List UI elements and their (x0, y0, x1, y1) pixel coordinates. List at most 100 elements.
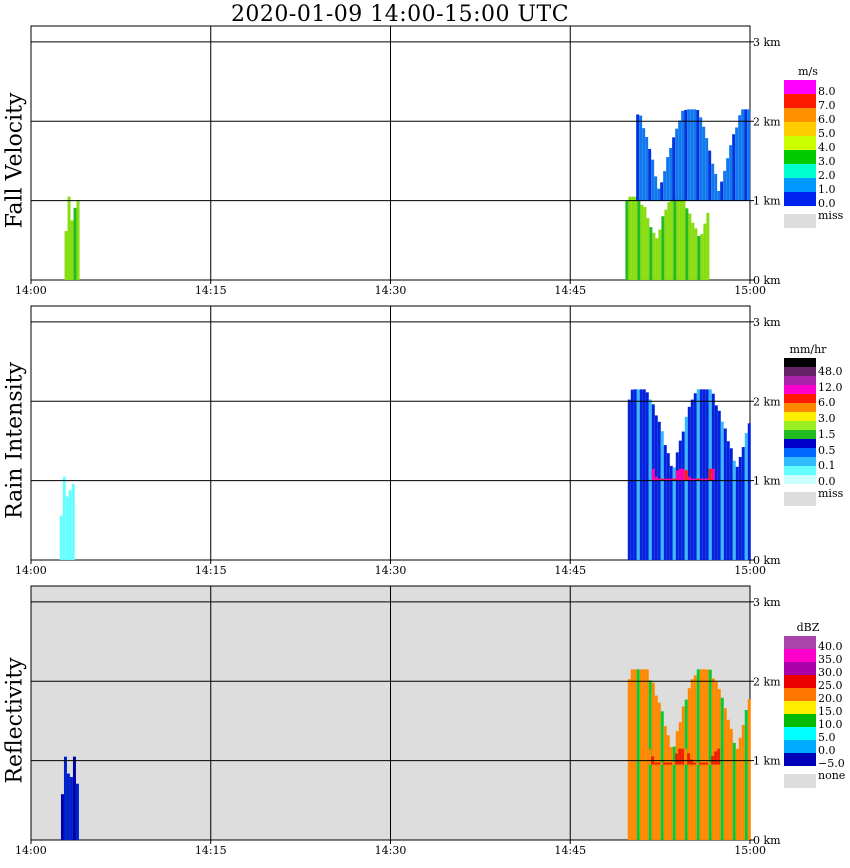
legend-level-label: 5.0 (818, 731, 836, 744)
echo-cell (693, 675, 697, 840)
echo-cell (726, 158, 730, 201)
echo-cell (696, 110, 700, 201)
echo-cell (676, 196, 680, 280)
echo-cell (666, 762, 670, 765)
echo-cell (720, 697, 724, 840)
legend-swatch (784, 675, 816, 688)
echo-cell (669, 465, 673, 560)
echo-cell (696, 762, 700, 765)
echo-cell (65, 496, 69, 560)
legend-level-label: 0.1 (818, 459, 836, 473)
echo-cell (654, 415, 658, 560)
echo-cell (696, 478, 700, 481)
y-tick-label: 3 km (753, 596, 781, 609)
echo-cell (663, 445, 667, 560)
echo-cell (645, 137, 649, 201)
echo-cell (678, 748, 682, 765)
y-tick-label: 1 km (753, 475, 781, 488)
echo-cell (675, 128, 679, 201)
echo-cell (681, 431, 685, 560)
legend-swatch (784, 80, 816, 94)
echo-cell (747, 699, 751, 840)
echo-cell (738, 456, 742, 560)
echo-cell (639, 669, 643, 840)
legend-level-label: 0.0 (818, 744, 836, 757)
legend-missing-swatch (784, 214, 816, 228)
legend-missing-label: miss (818, 209, 844, 222)
echo-cell (63, 756, 67, 840)
echo-cell (702, 669, 706, 840)
echo-cell (642, 669, 646, 840)
echo-cell (708, 762, 712, 765)
legend-level-label: 25.0 (818, 679, 843, 692)
echo-cell (73, 207, 77, 280)
legend-unit: dBZ (796, 621, 820, 634)
legend-swatch (784, 412, 816, 421)
echo-cell (675, 470, 679, 481)
echo-cell (654, 695, 658, 840)
echo-cell (669, 762, 673, 765)
echo-cell (660, 431, 664, 560)
x-tick-label: 14:00 (15, 564, 47, 577)
echo-cell (693, 109, 697, 201)
legend-swatch (784, 122, 816, 136)
x-tick-label: 14:15 (195, 284, 227, 297)
y-tick-label: 1 km (753, 755, 781, 768)
echo-cell (747, 423, 751, 560)
y-tick-label: 2 km (753, 115, 781, 128)
echo-cell (660, 711, 664, 840)
echo-cell (697, 236, 701, 280)
y-tick-label: 2 km (753, 395, 781, 408)
echo-cell (711, 468, 715, 481)
echo-cell (669, 478, 673, 481)
legend-unit: mm/hr (789, 343, 827, 356)
echo-cell (678, 120, 682, 201)
echo-cell (660, 478, 664, 481)
echo-cell (70, 220, 74, 280)
legend-level-label: 1.5 (818, 427, 836, 441)
echo-cell (687, 406, 691, 560)
echo-cell (682, 200, 686, 280)
echo-cell (663, 762, 667, 765)
legend-swatch (784, 394, 816, 403)
echo-cell (640, 204, 644, 280)
legend-swatch (784, 439, 816, 448)
echo-cell (666, 735, 670, 840)
x-tick-label: 14:45 (554, 284, 586, 297)
x-tick-label: 15:00 (734, 844, 766, 857)
echo-cell (694, 228, 698, 280)
echo-cell (658, 229, 662, 280)
echo-cell (636, 389, 640, 560)
x-tick-label: 14:00 (15, 284, 47, 297)
echo-cell (690, 478, 694, 481)
x-tick-label: 14:45 (554, 844, 586, 857)
echo-cell (672, 478, 676, 481)
legend-level-label: 5.0 (818, 127, 836, 140)
y-tick-label: 1 km (753, 195, 781, 208)
y-tick-label: 0 km (753, 554, 781, 567)
echo-cell (688, 213, 692, 280)
echo-cell (684, 699, 688, 840)
echo-cell (651, 159, 655, 201)
echo-cell (732, 134, 736, 201)
echo-cell (673, 196, 677, 280)
echo-cell (636, 669, 640, 840)
echo-cell (729, 448, 733, 560)
echo-cell (648, 399, 652, 560)
legend-level-label: 35.0 (818, 653, 843, 666)
echo-cell (634, 196, 638, 280)
echo-cell (714, 751, 718, 765)
legend-swatch (784, 385, 816, 394)
echo-cell (693, 393, 697, 560)
legend-swatch (784, 376, 816, 385)
echo-cell (645, 669, 649, 840)
echo-cell (726, 441, 730, 560)
echo-cell (723, 428, 727, 560)
echo-cell (75, 783, 79, 840)
legend-swatch (784, 358, 816, 367)
x-tick-label: 14:30 (375, 844, 407, 857)
echo-cell (741, 109, 745, 201)
legend-swatch (784, 430, 816, 439)
echo-cell (711, 163, 715, 201)
